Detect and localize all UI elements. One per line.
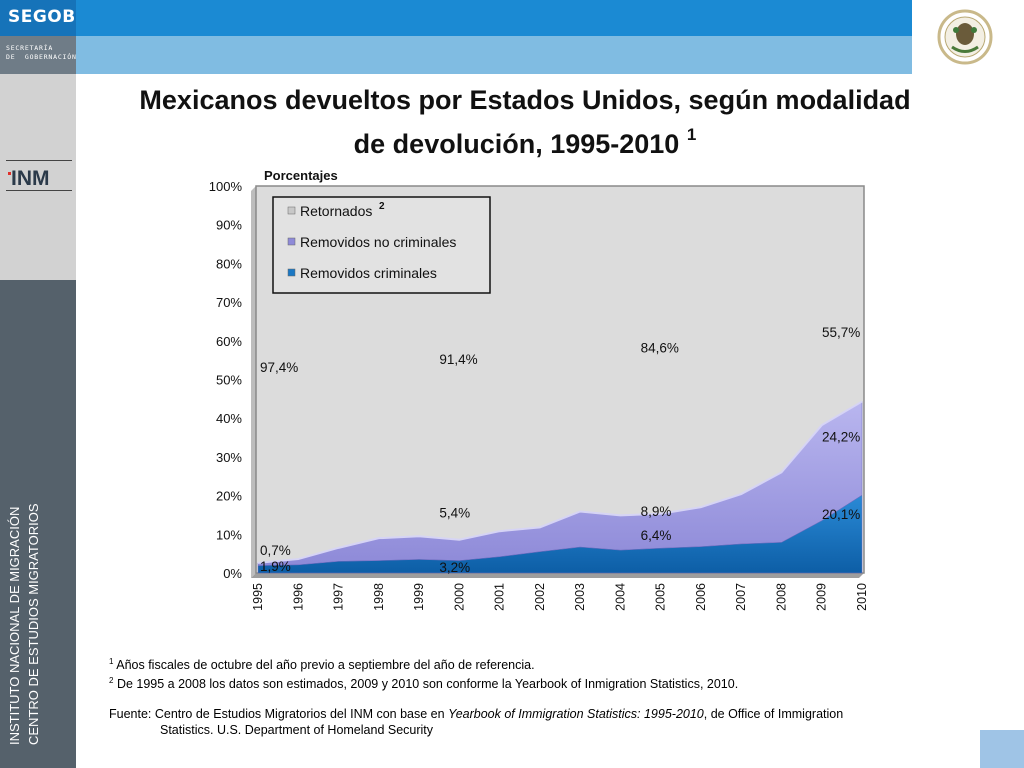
brand-label: SEGOB [8,7,76,27]
secretaria-box: SECRETARÍA DE GOBERNACIÓN [0,36,76,74]
y-tick-label: 20% [216,489,242,504]
legend-swatch [287,206,296,215]
x-tick-label: 2006 [694,583,708,611]
x-tick-label: 1995 [251,583,265,611]
sidebar-bottom [0,280,76,768]
legend-swatch [287,268,296,277]
legend-label: Removidos no criminales [300,234,456,250]
x-tick-label: 2009 [815,583,829,611]
x-tick-label: 2007 [734,583,748,611]
secretaria-label: SECRETARÍA DE GOBERNACIÓN [6,44,77,61]
y-tick-label: 10% [216,527,242,542]
legend-swatch [287,237,296,246]
segob-logo: SEGOB [0,0,76,36]
series-top-edge [257,400,863,564]
title-text: Mexicanos devueltos por Estados Unidos, … [139,85,911,159]
y-tick-label: 40% [216,411,242,426]
x-tick-label: 2005 [654,583,668,611]
y-tick-label: 100% [209,179,243,194]
footnote-1: 1 Años fiscales de octubre del año previ… [109,657,535,673]
x-tick-label: 2001 [493,583,507,611]
data-label: 6,4% [641,528,672,543]
inm-logo-text: INM [11,167,50,190]
corner-decoration [980,730,1024,768]
data-label: 5,4% [439,506,470,521]
national-seal-icon [937,9,993,65]
x-tick-label: 2008 [774,583,788,611]
y-tick-label: 30% [216,450,242,465]
data-label: 20,1% [822,507,860,522]
x-tick-label: 1999 [412,583,426,611]
data-label: 3,2% [439,560,470,575]
x-tick-label: 1998 [372,583,386,611]
data-label: 0,7% [260,543,291,558]
legend-box [272,196,491,294]
y-tick-label: 0% [223,566,242,581]
plot-floor [251,573,864,578]
header-subbar [0,36,912,74]
inm-logo: INM [6,156,72,196]
title-note-mark: 1 [686,125,697,144]
data-label: 97,4% [260,360,298,375]
x-tick-label: 2010 [855,583,869,611]
data-label: 1,9% [260,559,291,574]
y-tick-label: 50% [216,373,242,388]
x-tick-label: 2004 [613,583,627,611]
legend-note-mark: 2 [379,201,385,212]
data-label: 24,2% [822,429,860,444]
legend-label: Retornados [300,203,372,219]
y-tick-label: 70% [216,295,242,310]
sidebar-top [0,74,76,280]
y-tick-label: 80% [216,256,242,271]
x-tick-label: 2000 [452,583,466,611]
y-axis-label: Porcentajes [264,168,338,183]
page-title: Mexicanos devueltos por Estados Unidos, … [120,82,930,163]
area-removidos-criminales [257,494,863,574]
source-line-2: Statistics. U.S. Department of Homeland … [160,723,434,738]
data-label: 55,7% [822,325,860,340]
y-tick-label: 60% [216,334,242,349]
data-label: 84,6% [641,340,679,355]
legend-label: Removidos criminales [300,265,437,281]
x-tick-label: 1996 [291,583,305,611]
plot-side-wall [251,186,256,578]
x-tick-label: 2003 [573,583,587,611]
footnotes: 1 Años fiscales de octubre del año previ… [109,654,979,738]
x-tick-label: 1997 [332,583,346,611]
source-line-1: Fuente: Centro de Estudios Migratorios d… [109,707,844,722]
footnote-2: 2 De 1995 a 2008 los datos son estimados… [109,676,739,692]
data-label: 8,9% [641,504,672,519]
x-tick-label: 2002 [533,583,547,611]
y-tick-label: 90% [216,218,242,233]
data-label: 91,4% [439,352,477,367]
seal-area [912,0,1024,74]
header-bar [0,0,912,36]
